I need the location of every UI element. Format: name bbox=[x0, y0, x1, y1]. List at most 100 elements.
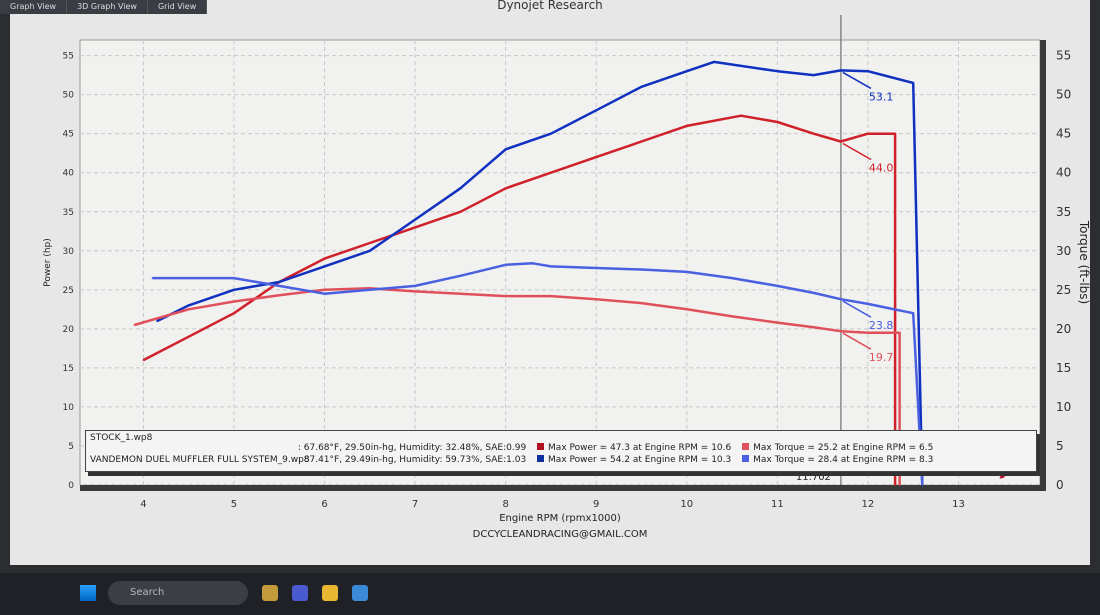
data-point bbox=[731, 315, 733, 318]
app-icon[interactable] bbox=[262, 585, 278, 601]
tab-graph-view[interactable]: Graph View bbox=[0, 0, 68, 14]
y2-axis-bar bbox=[1040, 40, 1046, 491]
data-point bbox=[187, 308, 190, 311]
y2-tick-label: 55 bbox=[1056, 49, 1071, 63]
data-point bbox=[921, 484, 924, 486]
data-point bbox=[595, 298, 598, 300]
legend-run-2: VANDEMON DUEL MUFFLER FULL SYSTEM_9.wp8 … bbox=[90, 455, 933, 465]
footer-email: DCCYCLEANDRACING@GMAIL.COM bbox=[473, 529, 648, 540]
x-tick-label: 6 bbox=[321, 499, 327, 510]
y2-tick-label: 50 bbox=[1056, 88, 1071, 102]
data-point bbox=[504, 264, 507, 266]
data-point bbox=[640, 86, 643, 88]
cursor-rpm-label: 11.702 bbox=[796, 472, 831, 483]
y2-axis-title: Torque (ft-lbs) bbox=[1077, 220, 1090, 304]
y-axis-title: Power (hp) bbox=[43, 238, 53, 287]
data-point bbox=[740, 114, 742, 117]
data-point bbox=[369, 242, 371, 244]
data-point bbox=[369, 289, 371, 291]
x-tick-label: 4 bbox=[140, 499, 146, 510]
dynojet-window: Dynojet Research 0 0 5 5 10 10 15 15 20 20 25 25 30 3… bbox=[10, 0, 1090, 565]
data-point bbox=[776, 121, 779, 123]
run-conditions: : 87.41°F, 29.49in-hg, Humidity: 59.73%,… bbox=[297, 455, 527, 465]
data-point bbox=[156, 320, 158, 322]
data-point bbox=[640, 302, 643, 304]
y-tick-label: 45 bbox=[63, 130, 74, 140]
x-tick-label: 13 bbox=[952, 499, 965, 510]
cursor-pointer bbox=[842, 142, 872, 161]
data-point bbox=[812, 74, 815, 76]
data-point bbox=[839, 330, 842, 333]
taskbar: Search bbox=[0, 573, 1100, 615]
cursor-value-label: 19.7 bbox=[869, 351, 894, 364]
x-tick-label: 7 bbox=[412, 499, 418, 510]
data-point bbox=[323, 289, 326, 291]
y-tick-label: 0 bbox=[68, 481, 74, 491]
data-point bbox=[839, 140, 842, 143]
data-point bbox=[532, 262, 534, 265]
max-torque: Max Torque = 25.2 at Engine RPM = 6.5 bbox=[753, 443, 934, 453]
window-title: Dynojet Research bbox=[497, 0, 603, 12]
data-point bbox=[776, 70, 779, 73]
run-file: VANDEMON DUEL MUFFLER FULL SYSTEM_9.wp8 bbox=[90, 455, 310, 465]
y2-tick-label: 0 bbox=[1056, 478, 1064, 492]
x-tick-label: 12 bbox=[862, 499, 875, 510]
app-icon[interactable] bbox=[352, 585, 368, 601]
data-point bbox=[867, 331, 869, 334]
data-point bbox=[595, 267, 598, 269]
data-point bbox=[898, 331, 901, 334]
y-tick-label: 50 bbox=[63, 91, 75, 101]
data-point bbox=[685, 308, 688, 311]
y-tick-label: 35 bbox=[63, 208, 74, 218]
data-point bbox=[459, 187, 462, 190]
data-point bbox=[550, 265, 552, 268]
data-point bbox=[550, 132, 552, 135]
y-tick-label: 30 bbox=[63, 247, 75, 257]
data-point bbox=[776, 285, 779, 287]
y2-tick-label: 15 bbox=[1056, 361, 1071, 375]
data-point bbox=[894, 132, 896, 135]
data-point bbox=[685, 125, 688, 127]
data-point bbox=[898, 484, 901, 486]
data-point bbox=[812, 292, 815, 294]
swatch-blue bbox=[537, 455, 545, 462]
tab-3d-graph-view[interactable]: 3D Graph View bbox=[67, 0, 148, 14]
y2-tick-label: 35 bbox=[1056, 205, 1071, 219]
data-point bbox=[812, 132, 815, 135]
run-conditions: : 67.68°F, 29.50in-hg, Humidity: 32.48%,… bbox=[297, 443, 527, 453]
data-point bbox=[142, 359, 145, 361]
legend-run-1: STOCK_1.wp8 bbox=[90, 433, 152, 443]
swatch-red bbox=[537, 443, 545, 450]
data-point bbox=[278, 294, 281, 297]
data-point bbox=[187, 304, 190, 307]
y-tick-label: 55 bbox=[63, 52, 74, 62]
y-tick-label: 10 bbox=[63, 403, 75, 413]
windows-start-icon[interactable] bbox=[80, 585, 96, 601]
run-file: STOCK_1.wp8 bbox=[90, 433, 153, 443]
taskbar-search[interactable]: Search bbox=[108, 581, 248, 605]
legend-run-1-stats: : 67.68°F, 29.50in-hg, Humidity: 32.48%,… bbox=[90, 443, 933, 453]
x-tick-label: 10 bbox=[680, 499, 693, 510]
series-line-1 bbox=[156, 60, 924, 486]
data-point bbox=[685, 70, 688, 73]
x-tick-label: 9 bbox=[593, 499, 599, 510]
data-point bbox=[323, 292, 326, 295]
folder-icon[interactable] bbox=[322, 585, 338, 601]
data-point bbox=[369, 249, 371, 252]
data-point bbox=[595, 109, 598, 112]
data-point bbox=[233, 312, 235, 315]
data-point bbox=[731, 277, 733, 279]
data-point bbox=[713, 61, 715, 63]
swatch-light-red bbox=[742, 443, 750, 450]
data-point bbox=[504, 187, 507, 190]
swatch-light-blue bbox=[742, 455, 750, 462]
teams-icon[interactable] bbox=[292, 585, 308, 601]
y2-tick-label: 20 bbox=[1056, 322, 1071, 336]
data-point bbox=[133, 324, 136, 326]
view-tabs: Graph View 3D Graph View Grid View bbox=[0, 0, 208, 14]
data-point bbox=[414, 285, 416, 287]
tab-grid-view[interactable]: Grid View bbox=[148, 0, 208, 14]
data-point bbox=[839, 298, 842, 300]
y2-tick-label: 40 bbox=[1056, 166, 1071, 180]
